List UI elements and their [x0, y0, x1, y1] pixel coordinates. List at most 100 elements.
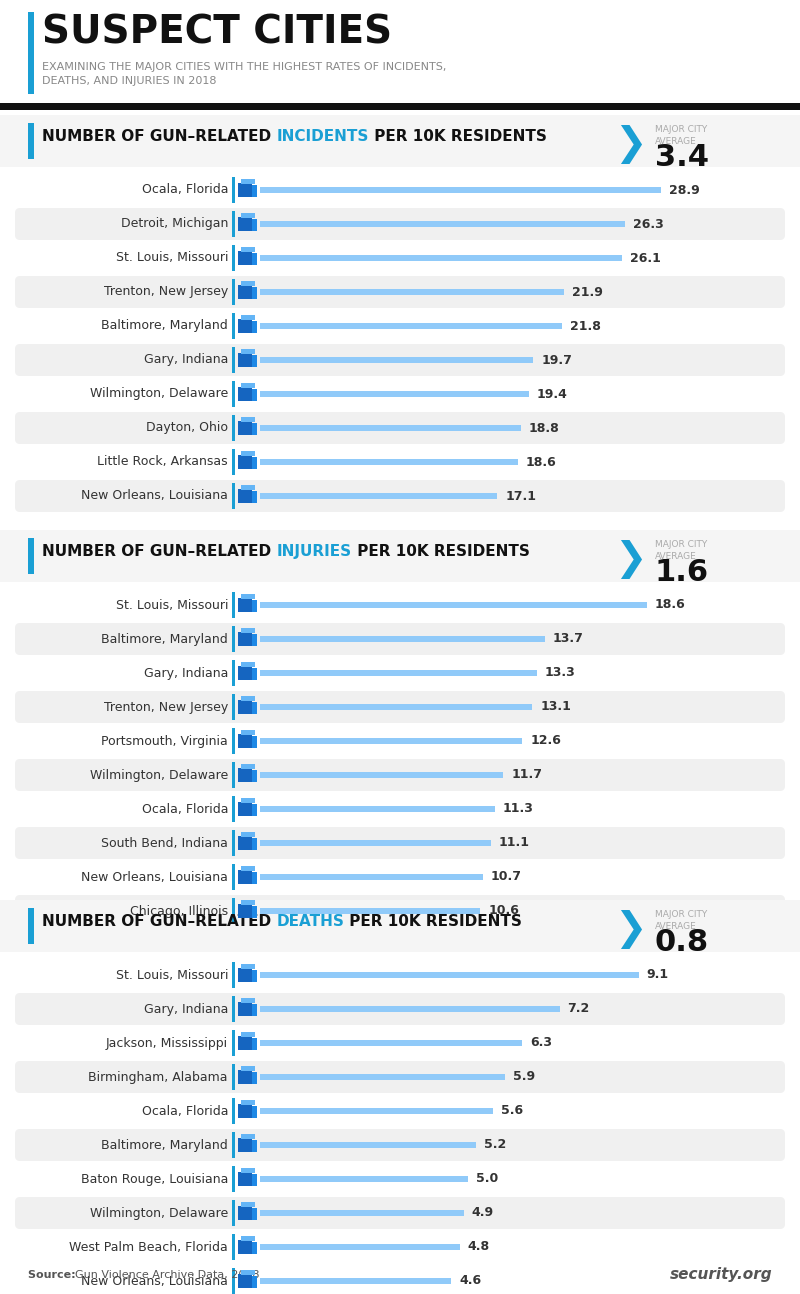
Bar: [232, 415, 234, 441]
Bar: [28, 538, 34, 575]
Bar: [241, 901, 255, 905]
Bar: [252, 1174, 258, 1187]
Text: ❯: ❯: [614, 910, 646, 949]
Text: 21.9: 21.9: [572, 286, 602, 299]
Text: PER 10K RESIDENTS: PER 10K RESIDENTS: [351, 543, 530, 559]
Bar: [238, 1104, 252, 1118]
Text: MAJOR CITY
AVERAGE: MAJOR CITY AVERAGE: [655, 910, 707, 930]
Bar: [241, 1269, 255, 1275]
Text: Baton Rouge, Louisiana: Baton Rouge, Louisiana: [81, 1172, 228, 1185]
Bar: [260, 637, 545, 642]
Text: 18.8: 18.8: [529, 422, 559, 435]
Text: 26.1: 26.1: [630, 251, 661, 264]
Bar: [232, 380, 234, 408]
Text: SUSPECT CITIES: SUSPECT CITIES: [42, 14, 392, 52]
Bar: [252, 770, 258, 782]
Bar: [252, 839, 258, 850]
Bar: [260, 493, 497, 498]
Bar: [252, 219, 258, 232]
Bar: [238, 836, 252, 850]
FancyBboxPatch shape: [15, 276, 785, 308]
Bar: [232, 1030, 234, 1056]
Text: ❯: ❯: [614, 540, 646, 578]
Bar: [238, 1137, 252, 1152]
Bar: [232, 694, 234, 719]
Bar: [241, 1033, 255, 1036]
Bar: [0, 531, 800, 582]
Bar: [232, 660, 234, 686]
Text: South Bend, Indiana: South Bend, Indiana: [101, 836, 228, 849]
Bar: [252, 1071, 258, 1084]
Text: 13.1: 13.1: [541, 700, 571, 713]
Bar: [238, 455, 252, 468]
Bar: [241, 349, 255, 355]
Bar: [260, 875, 482, 880]
Bar: [260, 972, 638, 978]
Bar: [232, 898, 234, 924]
Bar: [260, 1040, 522, 1046]
Text: NUMBER OF GUN–RELATED: NUMBER OF GUN–RELATED: [42, 914, 276, 929]
Text: MAJOR CITY
AVERAGE: MAJOR CITY AVERAGE: [655, 126, 707, 146]
Bar: [232, 177, 234, 203]
Text: 3.4: 3.4: [655, 144, 709, 172]
Bar: [260, 459, 518, 465]
Bar: [232, 245, 234, 270]
Text: Birmingham, Alabama: Birmingham, Alabama: [89, 1070, 228, 1083]
Bar: [232, 1234, 234, 1260]
Bar: [232, 796, 234, 822]
Text: Dayton, Ohio: Dayton, Ohio: [146, 422, 228, 435]
Text: Ocala, Florida: Ocala, Florida: [142, 184, 228, 197]
Text: Chicago, Illinois: Chicago, Illinois: [130, 905, 228, 917]
Bar: [241, 1202, 255, 1207]
FancyBboxPatch shape: [15, 1197, 785, 1229]
Bar: [0, 115, 800, 167]
Bar: [241, 452, 255, 455]
Text: MAJOR CITY
AVERAGE: MAJOR CITY AVERAGE: [655, 540, 707, 560]
Bar: [260, 357, 533, 362]
Bar: [252, 804, 258, 817]
Bar: [252, 1038, 258, 1049]
Bar: [238, 905, 252, 917]
Text: 28.9: 28.9: [669, 184, 699, 197]
Bar: [252, 457, 258, 468]
Bar: [260, 289, 564, 295]
Bar: [241, 730, 255, 735]
Bar: [260, 391, 529, 397]
Text: 10.6: 10.6: [489, 905, 519, 917]
Text: Wilmington, Delaware: Wilmington, Delaware: [90, 769, 228, 782]
Text: Wilmington, Delaware: Wilmington, Delaware: [90, 387, 228, 401]
Bar: [252, 668, 258, 681]
Text: security.org: security.org: [670, 1268, 772, 1282]
Text: Baltimore, Maryland: Baltimore, Maryland: [102, 320, 228, 333]
Bar: [241, 798, 255, 804]
FancyBboxPatch shape: [15, 827, 785, 859]
Bar: [252, 1276, 258, 1288]
Text: Gary, Indiana: Gary, Indiana: [144, 353, 228, 366]
Bar: [232, 1200, 234, 1225]
Bar: [252, 872, 258, 884]
Text: ❯: ❯: [614, 126, 646, 164]
Bar: [252, 1242, 258, 1254]
Bar: [260, 1007, 559, 1012]
Bar: [252, 600, 258, 612]
Bar: [241, 281, 255, 286]
Bar: [252, 634, 258, 646]
Text: 12.6: 12.6: [530, 735, 561, 748]
Bar: [232, 211, 234, 237]
Bar: [232, 1268, 234, 1294]
Bar: [238, 631, 252, 646]
FancyBboxPatch shape: [15, 344, 785, 377]
Text: 18.6: 18.6: [655, 599, 686, 612]
Text: 10.7: 10.7: [490, 871, 522, 884]
Bar: [260, 1210, 464, 1216]
Bar: [260, 1108, 493, 1114]
Bar: [238, 1070, 252, 1084]
Bar: [238, 217, 252, 232]
Bar: [252, 970, 258, 982]
Bar: [252, 490, 258, 503]
FancyBboxPatch shape: [15, 1266, 785, 1294]
Text: 5.6: 5.6: [501, 1105, 523, 1118]
Text: 0.8: 0.8: [655, 928, 709, 958]
Text: St. Louis, Missouri: St. Louis, Missouri: [115, 599, 228, 612]
Bar: [232, 729, 234, 754]
